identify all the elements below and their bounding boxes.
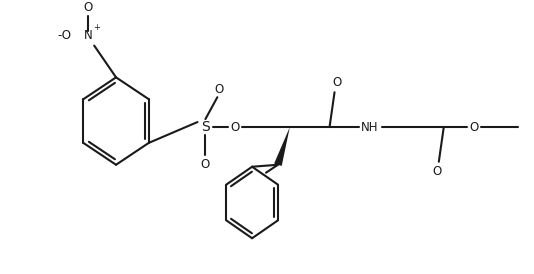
Text: O: O: [469, 121, 478, 133]
Text: NH: NH: [360, 121, 378, 133]
Text: O: O: [332, 76, 341, 89]
Text: O: O: [201, 158, 210, 171]
Text: O: O: [432, 165, 442, 178]
Text: O: O: [215, 83, 224, 96]
Text: -O: -O: [57, 29, 72, 42]
Text: O: O: [84, 1, 93, 14]
Text: +: +: [93, 23, 100, 32]
Polygon shape: [274, 127, 290, 166]
Text: S: S: [201, 120, 210, 134]
Text: N: N: [84, 29, 92, 42]
Text: O: O: [231, 121, 240, 133]
